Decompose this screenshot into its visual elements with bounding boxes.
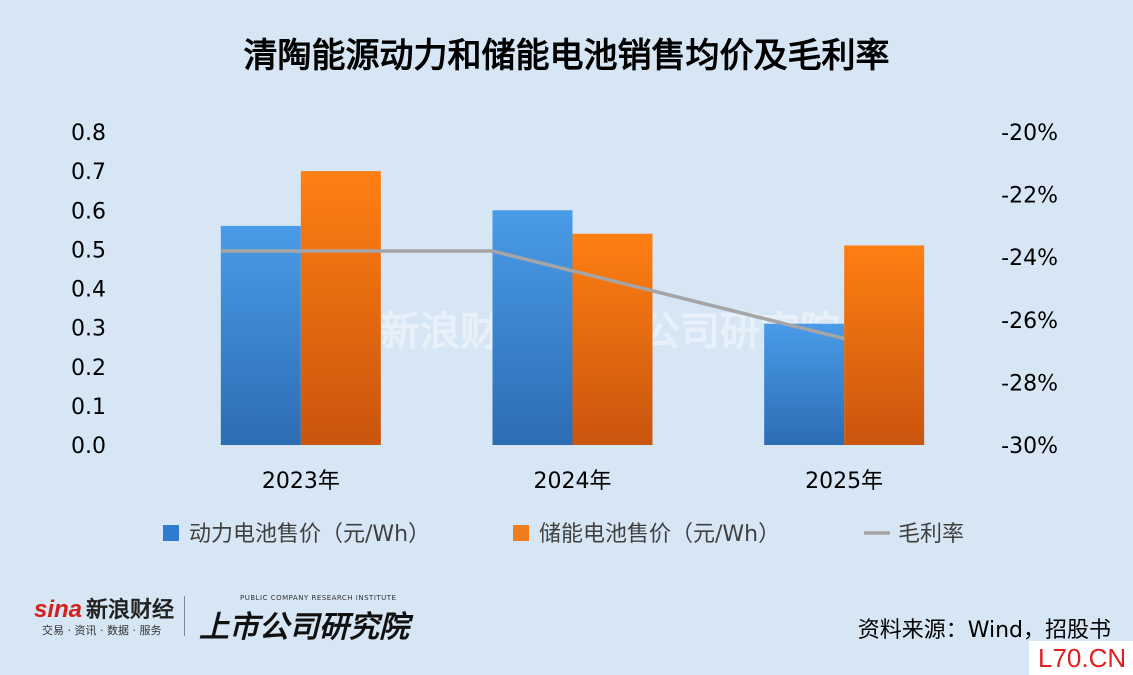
y-right-tick-label: -30%: [1001, 434, 1058, 459]
y-left-tick-label: 0.0: [71, 434, 106, 459]
y-left-tick-label: 0.8: [71, 121, 106, 146]
bar-power-1: [220, 225, 301, 445]
y-left-tick-label: 0.6: [71, 199, 106, 224]
x-tick-label: 2024年: [534, 469, 612, 494]
bar-storage-3: [844, 245, 925, 445]
y-left-tick-label: 0.7: [71, 160, 106, 185]
sina-name: 新浪财经: [86, 597, 175, 622]
sina-logo: sina 新浪财经: [34, 592, 174, 624]
data-source: 资料来源：Wind，招股书: [857, 618, 1111, 643]
legend-label-1: 动力电池售价（元/Wh）: [189, 522, 430, 547]
legend-label-2: 储能电池售价（元/Wh）: [539, 522, 780, 547]
y-left-tick-label: 0.1: [71, 395, 106, 420]
y-right-tick-label: -24%: [1001, 246, 1058, 271]
bar-power-3: [764, 323, 845, 445]
legend-swatch-1: [163, 525, 179, 541]
y-right-tick-label: -22%: [1001, 184, 1058, 209]
corner-box: [1029, 641, 1133, 675]
x-tick-label: 2025年: [805, 469, 883, 494]
sina-mark: sina: [34, 596, 83, 623]
y-left-tick-label: 0.4: [71, 278, 106, 303]
y-left-tick-label: 0.2: [71, 356, 106, 381]
gross-margin-line: [220, 249, 845, 341]
bar-storage-1: [300, 171, 381, 445]
sina-subtitle: 交易 · 资讯 · 数据 · 服务: [42, 624, 162, 637]
legend-swatch-2: [513, 525, 529, 541]
x-tick-label: 2023年: [262, 469, 340, 494]
y-right-tick-label: -28%: [1001, 371, 1058, 396]
y-right-tick-label: -20%: [1001, 121, 1058, 146]
legend-label-3: 毛利率: [898, 522, 964, 547]
combo-chart: 新浪财经 上市公司研究院 2023年 2024年 2025年0.00.10.20.30…: [71, 121, 1058, 547]
bar-storage-2: [572, 233, 653, 445]
logo-divider: [184, 596, 185, 636]
y-right-tick-label: -26%: [1001, 309, 1058, 334]
footer-logos: sina 新浪财经 交易 · 资讯 · 数据 · 服务 PUBLIC COMPAN…: [34, 592, 409, 645]
y-left-tick-label: 0.5: [71, 238, 106, 263]
corner-watermark: L70.CN: [1038, 643, 1127, 673]
y-left-tick-label: 0.3: [71, 317, 106, 342]
chart-title: 清陶能源动力和储能电池销售均价及毛利率: [243, 36, 890, 76]
institute-english: PUBLIC COMPANY RESEARCH INSTITUTE: [240, 594, 397, 602]
bar-power-2: [492, 210, 573, 445]
institute-logo: 上市公司研究院: [199, 610, 409, 645]
